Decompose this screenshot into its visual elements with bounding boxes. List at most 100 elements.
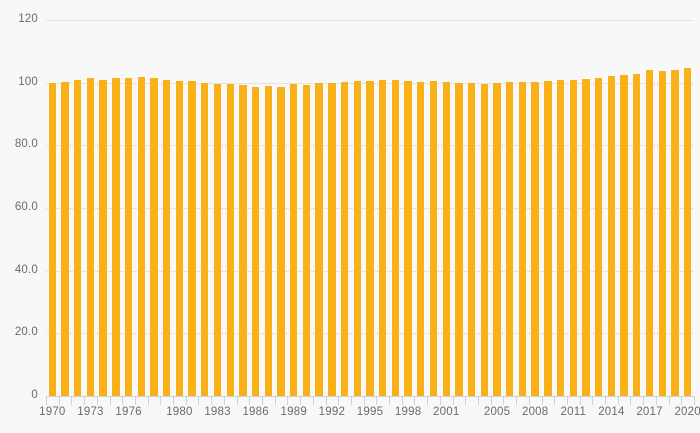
x-tick <box>630 396 632 405</box>
bar[interactable] <box>442 82 450 396</box>
bar[interactable] <box>239 84 247 396</box>
x-tick <box>84 396 86 405</box>
x-tick <box>198 396 200 405</box>
bar[interactable] <box>112 78 120 396</box>
x-tick <box>617 396 619 405</box>
bar[interactable] <box>340 82 349 396</box>
x-tick <box>681 396 683 405</box>
bar[interactable] <box>633 73 641 396</box>
x-tick <box>122 396 124 405</box>
x-tick <box>236 396 238 405</box>
x-tick <box>389 396 391 405</box>
bar[interactable] <box>417 81 425 396</box>
bar[interactable] <box>391 80 400 396</box>
bar[interactable] <box>163 80 171 396</box>
x-tick <box>223 396 225 405</box>
bar[interactable] <box>328 82 336 396</box>
bar[interactable] <box>569 80 577 396</box>
gridline <box>46 20 694 21</box>
x-tick-label: 1983 <box>204 406 231 418</box>
x-tick-label: 1973 <box>77 406 104 418</box>
bar[interactable] <box>429 80 438 396</box>
bar[interactable] <box>683 67 692 396</box>
bar[interactable] <box>302 85 311 396</box>
x-tick <box>579 396 581 405</box>
bar[interactable] <box>251 86 260 396</box>
x-tick <box>325 396 327 405</box>
bar[interactable] <box>671 69 679 396</box>
x-axis: 1970 1973 1976 1980 1983 1986 1989 1992 1995 1998… <box>39 406 700 427</box>
bar[interactable] <box>506 82 514 396</box>
bar[interactable] <box>518 81 527 396</box>
x-tick <box>668 396 670 405</box>
x-tick <box>71 396 73 405</box>
bar[interactable] <box>544 81 552 396</box>
x-tick <box>109 396 111 405</box>
x-tick <box>58 396 60 405</box>
x-tick <box>528 396 530 405</box>
bar[interactable] <box>556 80 565 396</box>
bar[interactable] <box>645 70 654 396</box>
x-axis-baseline <box>46 396 694 397</box>
bar[interactable] <box>74 79 82 396</box>
x-tick <box>554 396 556 405</box>
x-tick <box>414 396 416 405</box>
bar[interactable] <box>150 77 158 396</box>
bar[interactable] <box>607 75 616 396</box>
y-tick-label: 80.0 <box>14 138 38 151</box>
x-axis-ticks <box>46 396 695 405</box>
bar[interactable] <box>277 87 285 396</box>
x-tick <box>401 396 403 405</box>
bar[interactable] <box>582 79 590 396</box>
y-tick-label: 120 <box>18 13 38 25</box>
x-tick-label: 2020 <box>674 406 700 418</box>
bar[interactable] <box>315 82 323 396</box>
x-tick <box>376 396 378 405</box>
bar[interactable] <box>290 83 298 396</box>
bar[interactable] <box>366 80 374 396</box>
y-tick-label: 40.0 <box>14 263 38 276</box>
x-tick <box>465 396 467 405</box>
x-tick <box>655 396 657 405</box>
bar[interactable] <box>620 75 628 396</box>
bar[interactable] <box>467 82 476 396</box>
x-tick <box>427 396 429 405</box>
bar[interactable] <box>379 79 387 396</box>
bar[interactable] <box>480 83 489 396</box>
x-tick-label: 1989 <box>280 406 307 418</box>
x-tick-label: 2005 <box>483 406 511 418</box>
x-tick <box>312 396 314 405</box>
x-tick <box>287 396 289 405</box>
bar[interactable] <box>226 83 234 396</box>
x-tick <box>350 396 352 405</box>
bar[interactable] <box>188 81 196 396</box>
plot-area <box>46 20 694 397</box>
bar[interactable] <box>48 82 57 396</box>
bar[interactable] <box>175 80 184 396</box>
y-tick-label: 100 <box>18 75 38 88</box>
x-tick <box>566 396 568 405</box>
bar[interactable] <box>86 77 95 396</box>
bar[interactable] <box>124 77 133 396</box>
bar[interactable] <box>658 70 666 396</box>
bar[interactable] <box>61 82 69 396</box>
bar[interactable] <box>493 82 501 396</box>
x-tick <box>478 396 479 405</box>
y-tick-label: 0 <box>31 389 38 401</box>
bar[interactable] <box>201 82 209 396</box>
x-tick <box>274 396 276 405</box>
bar[interactable] <box>99 79 107 396</box>
x-tick <box>605 396 607 405</box>
bar[interactable] <box>404 81 412 396</box>
bar[interactable] <box>455 82 463 396</box>
bar[interactable] <box>137 77 145 396</box>
bar[interactable] <box>213 83 222 396</box>
bar[interactable] <box>531 82 539 396</box>
x-tick-label: 2011 <box>560 406 587 418</box>
x-tick <box>211 396 213 405</box>
bar[interactable] <box>595 77 603 396</box>
bar[interactable] <box>353 81 361 396</box>
x-tick <box>338 396 340 405</box>
bar[interactable] <box>264 86 273 396</box>
